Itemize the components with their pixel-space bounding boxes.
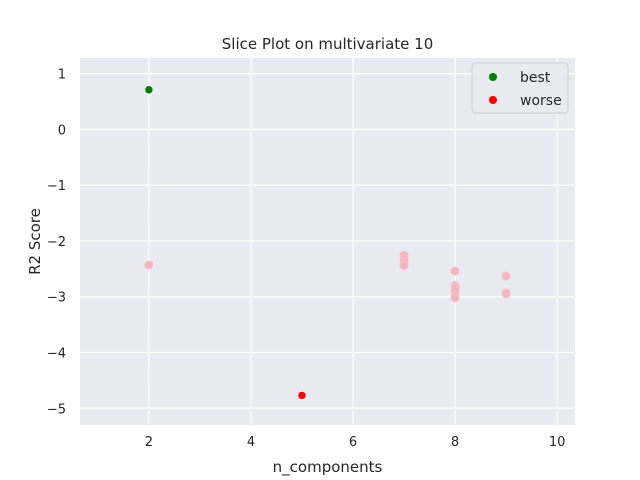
y-tick-label: 1 xyxy=(58,68,66,83)
trial-point xyxy=(501,289,511,299)
legend: best worse xyxy=(471,62,569,114)
x-tick-label: 8 xyxy=(451,435,459,450)
y-tick-label: −4 xyxy=(47,346,66,361)
trial-point xyxy=(501,271,511,281)
y-tick-label: −3 xyxy=(47,291,66,306)
y-tick-label: 0 xyxy=(58,123,66,138)
legend-label-worse: worse xyxy=(520,93,562,109)
y-tick-label: −2 xyxy=(47,235,66,250)
chart-title: Slice Plot on multivariate 10 xyxy=(222,35,434,53)
trial-point xyxy=(450,293,460,303)
x-axis-label: n_components xyxy=(273,458,383,477)
legend-label-best: best xyxy=(520,70,551,86)
data-points xyxy=(144,85,511,400)
x-tick-label: 2 xyxy=(145,435,153,450)
x-tick-label: 6 xyxy=(349,435,357,450)
trial-point xyxy=(144,260,154,270)
y-tick-label: −5 xyxy=(47,402,66,417)
trial-point xyxy=(450,266,460,276)
x-tick-label: 10 xyxy=(549,435,566,450)
best-point xyxy=(144,85,154,95)
y-axis-label: R2 Score xyxy=(26,208,44,275)
x-tick-label: 4 xyxy=(247,435,255,450)
grid-lines xyxy=(80,58,575,425)
legend-marker-best xyxy=(489,73,497,81)
y-tick-label: −1 xyxy=(47,179,66,194)
legend-marker-worse xyxy=(489,96,497,104)
trial-point xyxy=(399,260,409,270)
worse-point xyxy=(297,391,307,400)
